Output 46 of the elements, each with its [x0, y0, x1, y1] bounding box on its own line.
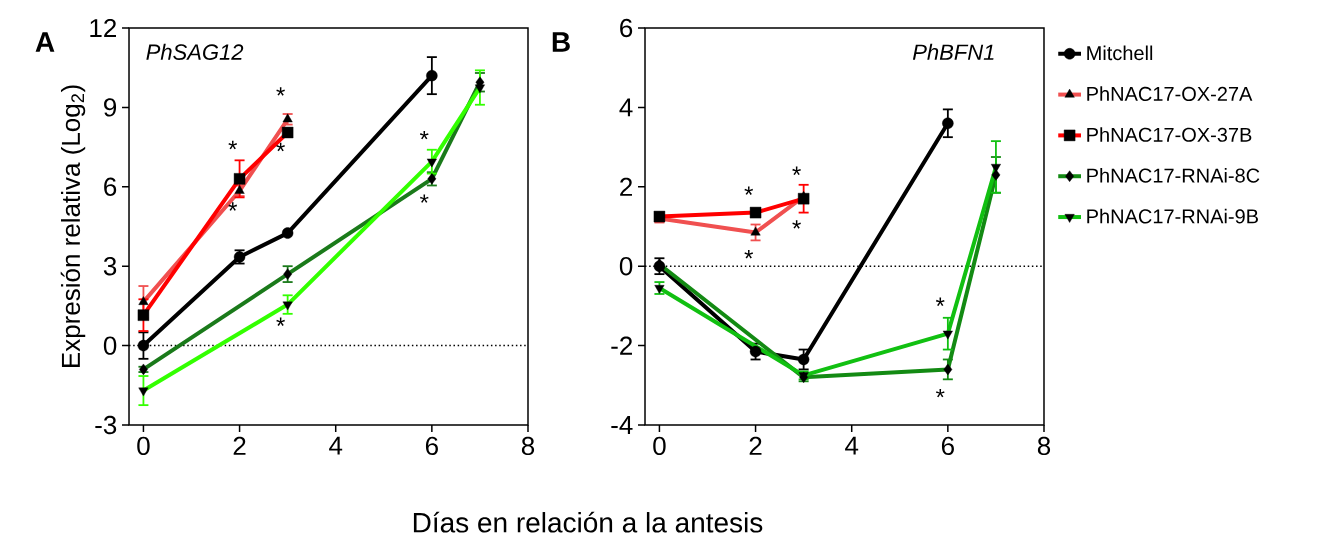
- x-tick-label: 8: [521, 436, 535, 456]
- y-tick-label: -2: [611, 336, 632, 355]
- annotation: *: [419, 130, 429, 140]
- legend-label: PhNAC17-OX-27A: [1087, 86, 1253, 102]
- y-axis-title: Expresión relativa (Log$_{2}$): [60, 85, 86, 368]
- text: PhSAG12: [146, 43, 244, 60]
- annotation: *: [792, 220, 801, 229]
- annotation: *: [228, 202, 238, 211]
- y-tick-label: 9: [104, 98, 117, 117]
- annotation: *: [276, 142, 285, 152]
- x-tick-label: 2: [233, 436, 246, 455]
- text: PhBFN1: [912, 43, 994, 60]
- legend-label: PhNAC17-OX-37B: [1087, 127, 1252, 142]
- annotation: *: [935, 297, 945, 307]
- annotation: *: [228, 140, 238, 150]
- y-tick-label: -4: [611, 416, 633, 434]
- x-tick-label: 0: [653, 436, 666, 456]
- x-tick-label: 4: [329, 436, 343, 455]
- legend-label: PhNAC17-RNAi-9B: [1087, 208, 1258, 224]
- y-tick-label: 12: [90, 18, 116, 38]
- y-tick-label: 3: [103, 256, 117, 276]
- annotation: *: [276, 87, 285, 96]
- annotation: *: [744, 249, 754, 259]
- x-tick-label: 6: [941, 436, 954, 456]
- annotation: *: [792, 166, 801, 176]
- y-tick-label: 0: [619, 256, 633, 276]
- y-tick-label: 2: [620, 177, 632, 196]
- y-tick-label: 0: [103, 336, 117, 355]
- y-tick-label: 6: [620, 18, 633, 38]
- chart-title: B: [552, 32, 570, 52]
- annotation: *: [935, 388, 945, 398]
- y-tick-label: 6: [104, 177, 117, 196]
- legend-label: Mitchell: [1087, 45, 1153, 61]
- x-tick-label: 0: [137, 436, 150, 456]
- x-axis-title: Días en relación a la antesis: [413, 511, 763, 533]
- annotation: *: [276, 317, 285, 326]
- y-tick-label: -3: [95, 415, 117, 435]
- legend-label: PhNAC17-RNAi-8C: [1087, 167, 1260, 183]
- annotation: *: [744, 186, 754, 195]
- chart-title: A: [35, 32, 55, 52]
- x-tick-label: 6: [425, 436, 438, 456]
- x-tick-label: 8: [1037, 436, 1051, 456]
- x-tick-label: 4: [845, 436, 859, 455]
- annotation: *: [419, 194, 429, 203]
- y-tick-label: 4: [619, 98, 633, 117]
- x-tick-label: 2: [749, 436, 762, 455]
